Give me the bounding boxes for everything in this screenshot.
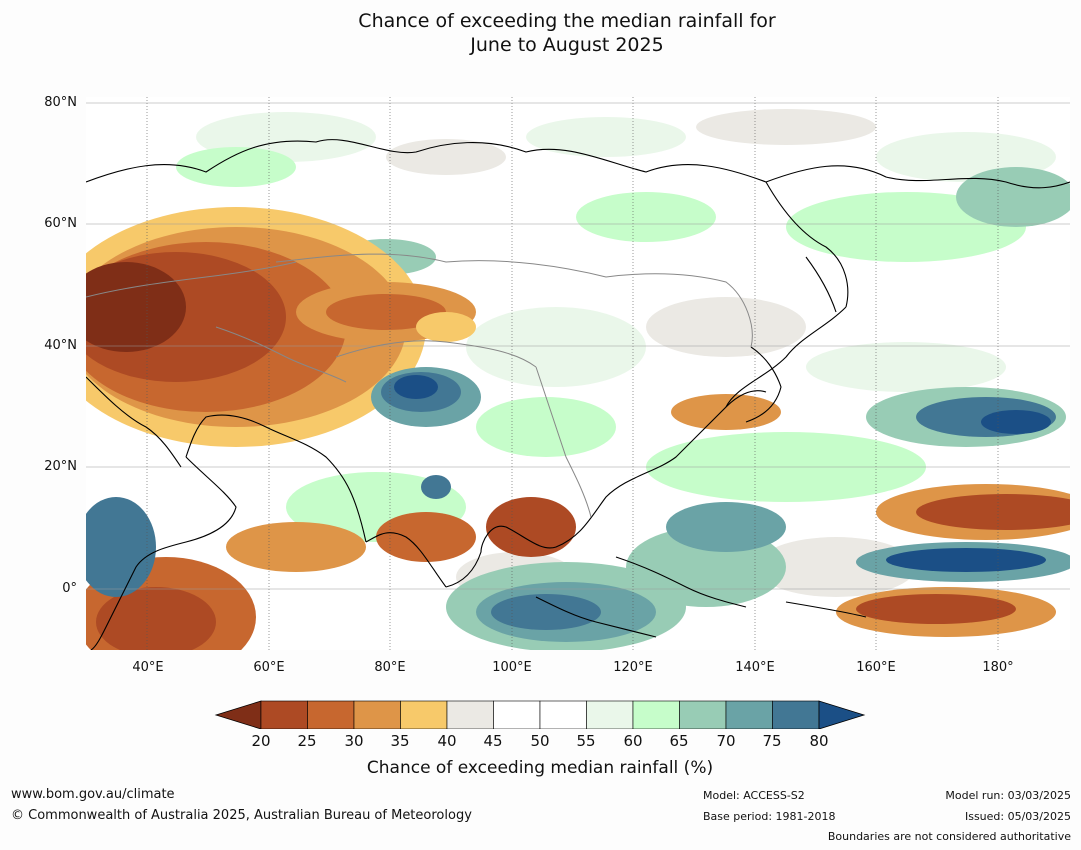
colorbar-tick-30: 30: [344, 732, 364, 750]
lon-label-100e: 100°E: [492, 660, 532, 675]
footer-model: Model: ACCESS-S2: [703, 789, 805, 802]
colorbar-segment: [493, 700, 541, 729]
colorbar-tick-55: 55: [576, 732, 596, 750]
colorbar-segment: [725, 700, 773, 729]
footer-model-run: Model run: 03/03/2025: [945, 789, 1071, 802]
country-borders: [86, 253, 753, 518]
colorbar-tick-20: 20: [251, 732, 271, 750]
lon-label-160e: 160°E: [856, 660, 896, 675]
footer-issued: Issued: 05/03/2025: [964, 810, 1071, 823]
colorbar-tick-80: 80: [809, 732, 829, 750]
colorbar-tick-75: 75: [762, 732, 782, 750]
latitude-lines: [86, 102, 1070, 590]
colorbar-segment: [353, 700, 401, 729]
lon-label-120e: 120°E: [613, 660, 653, 675]
lat-label-0: 0°: [62, 581, 77, 596]
colorbar-tick-40: 40: [437, 732, 457, 750]
map-canvas: [86, 97, 1070, 650]
colorbar-segment: [586, 700, 634, 729]
lon-label-60e: 60°E: [253, 660, 285, 675]
colorbar-extend-low: [214, 700, 262, 729]
dry-pacific-bands: [836, 484, 1070, 637]
colorbar-tick-65: 65: [669, 732, 689, 750]
colorbar-tick-25: 25: [297, 732, 317, 750]
rainfall-map: [86, 97, 1070, 650]
colorbar-tick-45: 45: [483, 732, 503, 750]
colorbar-segment: [679, 700, 727, 729]
colorbar-tick-60: 60: [623, 732, 643, 750]
lon-label-40e: 40°E: [132, 660, 164, 675]
colorbar-tick-70: 70: [716, 732, 736, 750]
title-line-2: June to August 2025: [470, 34, 664, 56]
coastlines: [86, 139, 1070, 650]
colorbar-title: Chance of exceeding median rainfall (%): [366, 758, 714, 778]
footer-base-period: Base period: 1981-2018: [703, 810, 836, 823]
footer-copyright: © Commonwealth of Australia 2025, Austra…: [11, 808, 472, 823]
colorbar-segment: [446, 700, 494, 729]
lon-label-80e: 80°E: [374, 660, 406, 675]
colorbar-segment: [632, 700, 680, 729]
colorbar-extend-high: [818, 700, 866, 729]
lat-label-80n: 80°N: [44, 95, 77, 110]
footer-disclaimer: Boundaries are not considered authoritat…: [827, 830, 1071, 843]
colorbar-tick-50: 50: [530, 732, 550, 750]
lon-label-180: 180°: [982, 660, 1014, 675]
colorbar-segment: [772, 700, 820, 729]
title-line-1: Chance of exceeding the median rainfall …: [358, 10, 776, 32]
colorbar-segment: [539, 700, 587, 729]
lat-label-20n: 20°N: [44, 459, 77, 474]
wet-regions: [86, 367, 1070, 650]
colorbar-tick-35: 35: [390, 732, 410, 750]
footer-url: www.bom.gov.au/climate: [11, 787, 175, 802]
colorbar: [214, 700, 866, 729]
lat-label-60n: 60°N: [44, 216, 77, 231]
graticule: [146, 97, 999, 650]
colorbar-segment: [307, 700, 355, 729]
lon-label-140e: 140°E: [735, 660, 775, 675]
map-title: Chance of exceeding the median rainfall …: [0, 9, 1081, 57]
lat-label-40n: 40°N: [44, 338, 77, 353]
colorbar-segment: [260, 700, 308, 729]
colorbar-segment: [400, 700, 448, 729]
